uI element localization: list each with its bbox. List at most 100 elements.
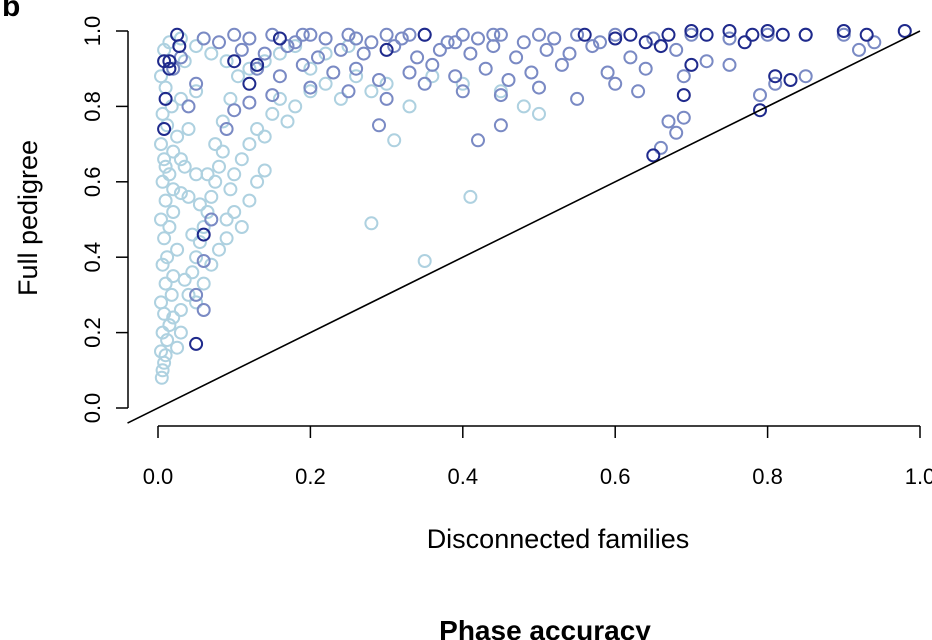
data-point-light [158,80,173,95]
data-point-medium [501,73,516,87]
data-point-light [215,114,230,129]
data-point-medium [570,27,585,42]
data-point-medium [166,61,181,76]
data-point-medium [425,57,440,72]
data-point-dark [158,91,173,106]
x-tick-label: 0.0 [143,464,174,489]
data-point-medium [379,91,394,106]
data-point-light [303,61,318,76]
data-point-dark [638,35,653,50]
x-tick-label: 0.8 [752,464,783,489]
data-point-light [532,106,546,121]
data-point-light [379,76,394,91]
data-point-dark [608,31,623,46]
data-point-medium [532,27,546,42]
data-point-light [234,220,249,234]
data-point-medium [196,31,211,46]
data-point-light [516,99,531,114]
data-point-light [280,114,295,129]
data-point-light [164,287,179,302]
data-point-medium [593,35,607,50]
data-point-dark [172,39,187,54]
data-point-light [170,242,185,257]
data-point-medium [455,27,470,42]
data-point-medium [219,122,234,136]
data-point-medium [303,80,318,95]
data-point-light [166,269,181,284]
data-point-light [223,91,238,106]
data-point-medium [486,39,501,54]
data-point-light [160,118,175,133]
data-point-medium [798,69,813,84]
data-point-light [219,54,234,69]
data-point-medium [600,65,615,80]
data-point-medium [493,88,508,103]
data-point-light [196,220,211,234]
data-point-light [250,122,265,136]
data-point-dark [577,27,592,42]
data-point-medium [867,35,882,50]
data-point-light [181,287,196,302]
data-point-medium [242,31,257,46]
data-point-medium [608,27,623,42]
data-point-dark [760,24,775,38]
data-point-light [155,174,170,189]
data-point-medium [372,118,386,133]
x-tick-label: 0.2 [295,464,326,489]
data-point-medium [402,27,417,42]
data-point-dark [745,27,760,42]
data-point-medium [455,84,470,99]
data-point-medium [227,27,242,42]
data-point-medium [653,140,668,155]
data-point-light [173,31,188,46]
series-dark [157,24,912,351]
data-point-light [303,84,318,99]
data-point-light [257,129,272,144]
data-point-medium [760,27,775,42]
data-point-light [155,257,170,272]
data-point-dark [242,76,257,91]
data-point-dark [859,27,874,42]
data-point-medium [570,91,585,106]
data-point-dark [661,27,676,42]
data-point-dark [836,24,851,38]
data-point-medium [547,31,562,46]
data-point-light [387,133,402,148]
data-point-light [155,106,170,121]
data-point-dark [775,27,790,42]
data-point-medium [646,31,661,46]
x-tick-label: 0.6 [600,464,631,489]
data-point-medium [189,76,204,91]
data-point-medium [524,65,539,80]
data-point-light [166,205,181,219]
data-point-medium [669,125,684,140]
data-point-medium [554,57,569,72]
data-point-light [219,212,234,227]
data-point-dark [684,57,699,72]
data-point-medium [661,114,676,129]
data-point-light [192,197,207,212]
data-point-light [196,276,211,291]
data-point-medium [585,39,600,54]
data-point-medium [623,50,638,65]
data-point-light [181,189,196,204]
data-point-light [425,69,440,84]
data-point-dark [227,54,242,69]
data-point-light [234,152,249,167]
data-point-medium [272,69,287,84]
y-tick-label: 0.2 [80,317,105,348]
data-point-medium [196,254,211,268]
panel-label: b [2,0,20,23]
data-point-light [288,99,303,114]
data-point-light [173,186,188,201]
data-point-medium [486,27,501,42]
data-point-medium [722,31,737,46]
data-point-light [173,91,188,106]
data-point-medium [379,27,394,42]
data-point-light [257,54,272,69]
data-point-dark [157,122,172,136]
data-point-medium [448,69,463,84]
data-point-light [288,39,303,54]
data-point-medium [669,42,684,57]
